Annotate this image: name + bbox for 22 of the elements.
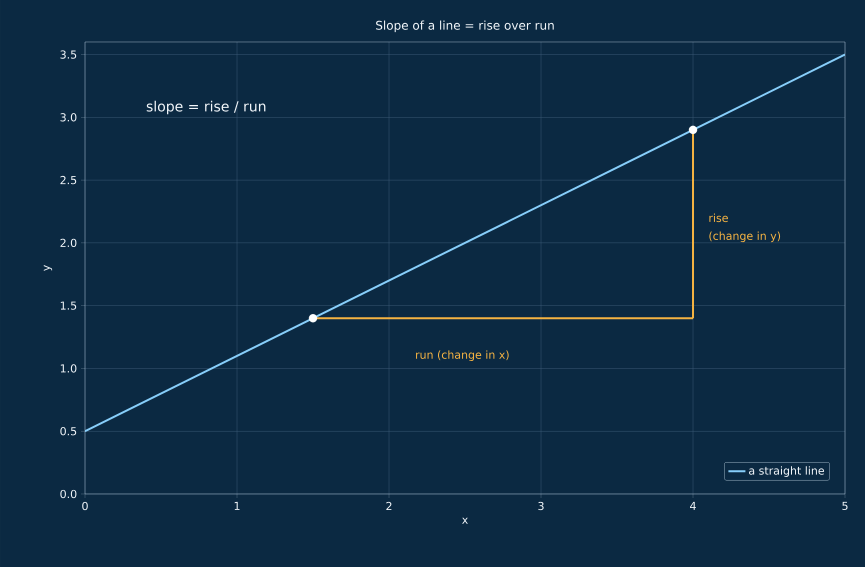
y-tick-label: 3.5 [60,50,76,59]
x-tick-label: 3 [538,502,544,510]
y-tick-label: 3.0 [60,113,76,122]
chart-title: Slope of a line = rise over run [376,20,554,32]
x-tick-label: 2 [386,502,392,510]
y-tick-label: 0.5 [60,427,76,436]
y-tick-label: 1.5 [60,302,76,310]
y-tick-label: 2.0 [60,238,76,248]
legend-label: a straight line [749,466,824,477]
x-tick-label: 4 [690,502,696,510]
x-tick-label: 0 [82,502,88,510]
y-tick-label: 0.0 [60,490,76,498]
x-tick-label: 1 [234,502,240,510]
y-tick-label: 1.0 [60,364,76,373]
x-axis-title: x [462,518,468,524]
annotation: run (change in x) [416,350,509,361]
y-tick-label: 2.5 [60,176,76,184]
y-axis-title: y [44,265,52,271]
annotation: slope = rise / run [146,100,266,114]
annotation: (change in y) [709,231,780,242]
x-tick-label: 5 [842,502,848,510]
annotation: rise [709,214,728,222]
